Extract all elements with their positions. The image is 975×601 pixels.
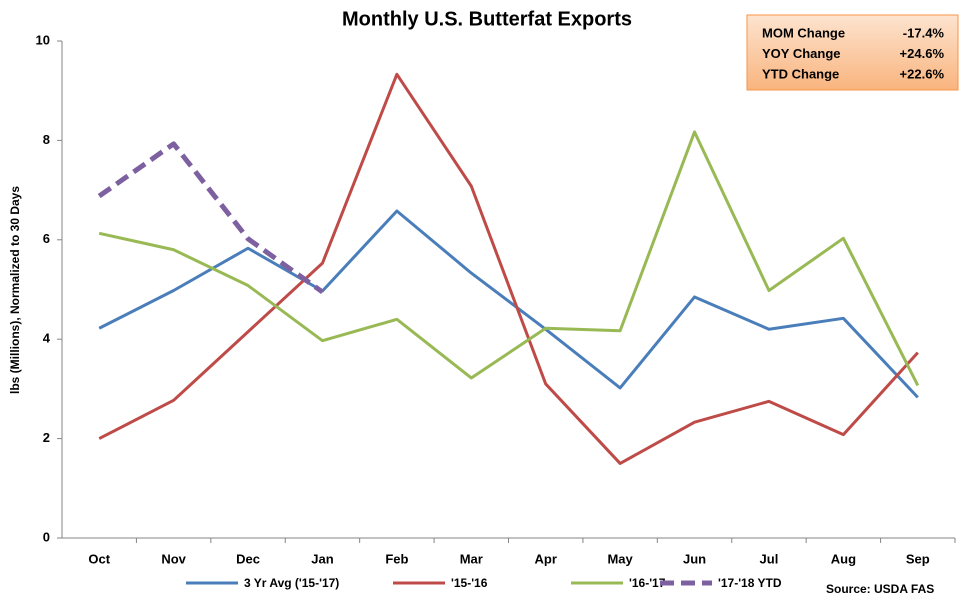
legend-label: '16-'17 [629,576,666,590]
series-line [98,130,920,387]
chart-title: Monthly U.S. Butterfat Exports [342,8,632,30]
x-tick-label: Oct [88,551,110,566]
x-tick-label: May [607,551,633,566]
y-tick-label: 4 [43,331,51,346]
source: Source: USDA FAS [826,582,934,596]
y-tick-label: 10 [36,32,50,47]
x-tick-label: Jul [760,551,779,566]
x-tick-label: Jan [311,551,333,566]
series-line [98,209,919,399]
summary-box [746,14,959,91]
y-tick-label: 8 [43,132,50,147]
x-tick-label: Aug [831,551,856,566]
y-tick-label: 6 [43,231,50,246]
legend-label: '15-'16 [451,576,488,590]
summary-value: +22.6% [900,66,945,81]
summary-label: YOY Change [762,46,841,61]
series-line [97,141,324,295]
x-tick-label: Nov [161,551,186,566]
summary-value: -17.4% [903,25,945,40]
summary-label: YTD Change [762,66,839,81]
x-tick-label: Jun [683,551,706,566]
x-tick-label: Dec [236,551,260,566]
legend-label: '17-'18 YTD [718,576,782,590]
x-tick-label: Sep [906,551,930,566]
y-tick-label: 0 [43,529,50,544]
x-tick-label: Mar [460,551,483,566]
legend-label: 3 Yr Avg ('15-'17) [244,576,339,590]
summary-value: +24.6% [900,46,945,61]
summary-label: MOM Change [762,25,845,40]
series-line [98,72,919,465]
x-tick-label: Feb [385,551,408,566]
x-tick-label: Apr [535,551,557,566]
y-tick-label: 2 [43,430,50,445]
y-axis-label: lbs (Millions), Normalized to 30 Days [8,186,22,394]
